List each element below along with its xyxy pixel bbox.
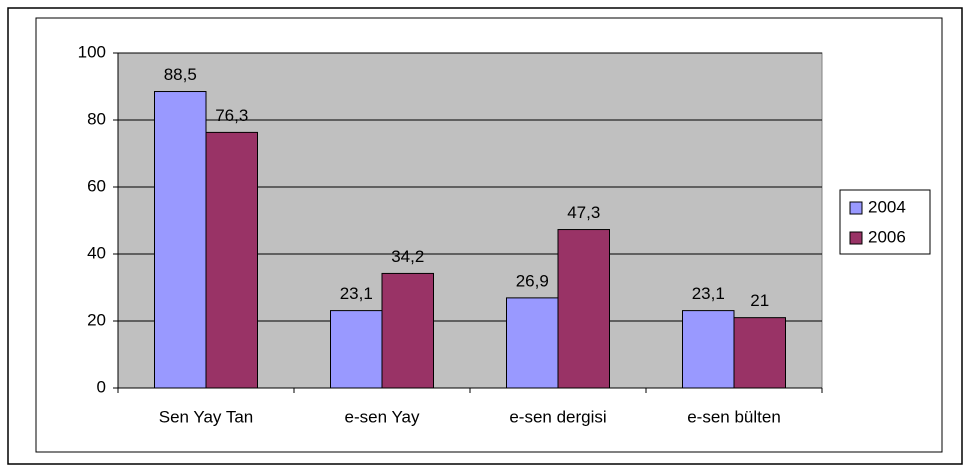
x-tick-label: e-sen bülten (687, 407, 781, 426)
legend-label: 2006 (868, 227, 906, 246)
bar (733, 317, 786, 389)
y-tick-label: 60 (87, 176, 106, 195)
bar (506, 297, 559, 389)
y-tick-label: 80 (87, 109, 106, 128)
legend-swatch (849, 201, 863, 215)
value-label: 47,3 (567, 203, 600, 222)
y-tick-label: 20 (87, 310, 106, 329)
value-label: 26,9 (516, 271, 549, 290)
bar (154, 91, 207, 389)
x-tick-label: e-sen dergisi (509, 407, 606, 426)
bar (557, 229, 610, 389)
bar (381, 272, 434, 389)
value-label: 21 (750, 291, 769, 310)
y-tick-label: 0 (97, 377, 106, 396)
value-label: 76,3 (215, 106, 248, 125)
value-label: 34,2 (391, 247, 424, 266)
legend-swatch (849, 231, 863, 245)
value-label: 88,5 (164, 65, 197, 84)
bar (330, 310, 383, 389)
x-tick-label: Sen Yay Tan (159, 407, 254, 426)
value-label: 23,1 (692, 284, 725, 303)
value-label: 23,1 (340, 284, 373, 303)
y-tick-label: 100 (78, 42, 106, 61)
legend-label: 2004 (868, 197, 906, 216)
y-tick-label: 40 (87, 243, 106, 262)
bar (682, 310, 735, 389)
x-tick-label: e-sen Yay (345, 407, 420, 426)
bar (205, 131, 258, 389)
